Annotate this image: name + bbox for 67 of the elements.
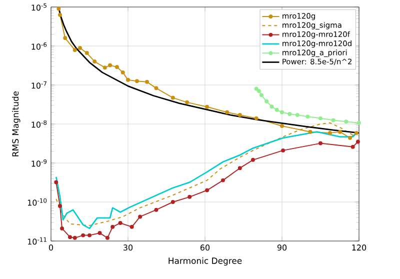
point: [306, 114, 310, 119]
x-axis-title: Harmonic Degree: [168, 257, 242, 266]
point: [259, 93, 264, 98]
point: [120, 70, 125, 74]
point: [225, 110, 230, 114]
point: [254, 86, 258, 91]
point: [126, 78, 130, 82]
point: [130, 224, 134, 229]
point: [205, 188, 210, 192]
point: [134, 79, 139, 84]
point: [357, 120, 361, 125]
point: [344, 120, 348, 124]
point: [318, 141, 322, 146]
point: [350, 144, 355, 149]
point: [238, 113, 242, 118]
point: [188, 194, 192, 199]
point: [138, 214, 142, 219]
point: [338, 130, 342, 134]
point: [318, 116, 322, 120]
point: [60, 226, 64, 230]
point: [114, 64, 119, 69]
point: [308, 130, 312, 134]
point: [81, 233, 86, 238]
point: [354, 130, 358, 135]
point: [205, 104, 210, 109]
point: [170, 96, 175, 100]
point: [356, 140, 360, 144]
point: [63, 36, 68, 40]
y-axis-title: RMS Magnitude: [12, 91, 20, 156]
point: [220, 178, 225, 182]
point: [102, 66, 107, 70]
point: [68, 235, 72, 240]
point: [58, 12, 62, 17]
point: [251, 158, 255, 162]
point: [78, 46, 82, 50]
point: [280, 124, 284, 128]
point: [264, 99, 269, 104]
point: [328, 130, 332, 135]
point: [145, 80, 149, 84]
point: [88, 233, 92, 238]
point: [118, 220, 122, 225]
point: [295, 113, 300, 118]
point: [110, 224, 115, 229]
point: [170, 200, 175, 204]
point: [92, 60, 97, 64]
point: [281, 148, 286, 152]
point: [108, 63, 112, 68]
point: [280, 110, 284, 114]
point: [54, 180, 58, 184]
point: [154, 86, 158, 90]
point: [254, 116, 258, 120]
point: [270, 104, 274, 109]
point: [98, 231, 102, 236]
point: [72, 236, 77, 240]
point: [256, 89, 261, 94]
point: [238, 166, 242, 170]
point: [105, 236, 110, 240]
point: [185, 100, 190, 104]
point: [72, 48, 77, 52]
point: [288, 112, 292, 116]
point: [348, 136, 352, 140]
point: [154, 208, 158, 212]
point: [58, 204, 62, 208]
point: [84, 51, 89, 56]
point: [331, 118, 336, 122]
point: [56, 6, 61, 11]
point: [274, 108, 279, 112]
